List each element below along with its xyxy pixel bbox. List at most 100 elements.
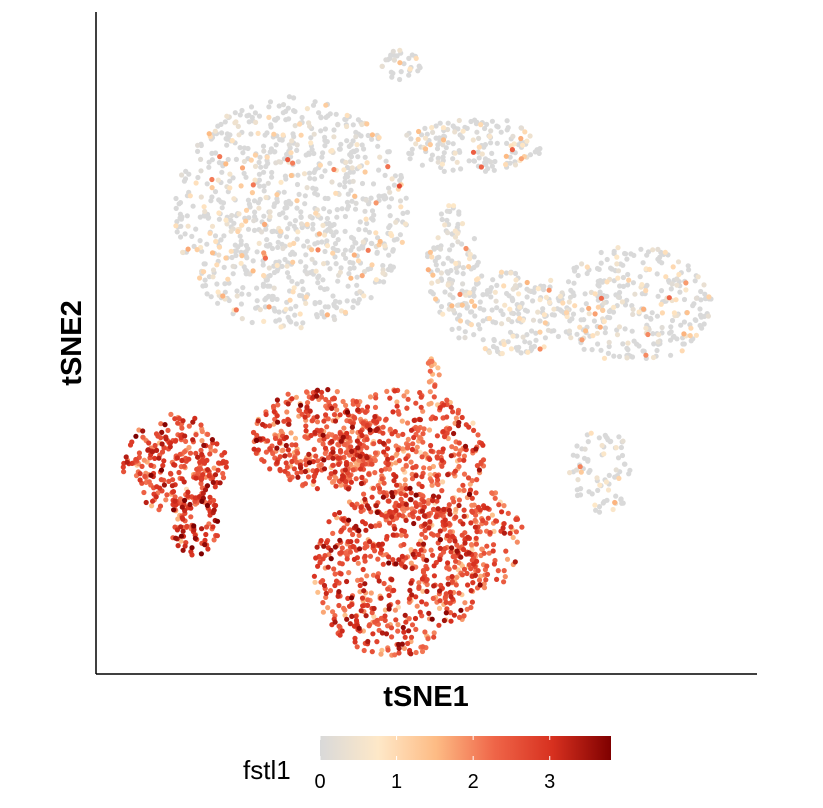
data-point — [385, 164, 391, 170]
data-point — [278, 179, 284, 185]
data-point — [176, 469, 182, 476]
data-point — [285, 157, 291, 163]
data-point — [328, 229, 334, 235]
data-point — [178, 234, 184, 240]
data-point — [460, 521, 466, 527]
data-point — [210, 524, 216, 530]
data-point — [365, 638, 371, 645]
data-point — [390, 532, 396, 538]
data-point — [452, 538, 458, 544]
data-point — [353, 240, 359, 246]
data-point — [418, 404, 424, 410]
data-point — [620, 274, 627, 281]
data-point — [255, 418, 261, 424]
data-point — [283, 234, 290, 240]
data-point — [441, 168, 447, 174]
data-point — [285, 226, 291, 232]
data-point — [173, 195, 179, 202]
data-point — [393, 507, 399, 514]
data-point — [181, 479, 187, 485]
data-point — [467, 256, 473, 262]
data-point — [355, 154, 361, 160]
data-point — [401, 541, 407, 548]
data-point — [237, 233, 243, 239]
data-point — [391, 587, 397, 594]
data-point — [637, 274, 643, 280]
data-point — [632, 291, 638, 297]
data-point — [364, 220, 370, 227]
data-point — [294, 205, 300, 211]
data-point — [331, 396, 337, 402]
data-point — [235, 244, 241, 250]
data-point — [363, 216, 369, 222]
data-point — [266, 293, 272, 299]
data-point — [447, 511, 453, 517]
data-point — [627, 467, 633, 473]
data-point — [409, 476, 416, 482]
data-point — [512, 162, 519, 168]
data-point — [210, 267, 217, 273]
data-point — [472, 303, 478, 309]
data-point — [353, 613, 359, 619]
data-point — [323, 594, 329, 601]
data-point — [174, 455, 180, 461]
data-point — [451, 430, 457, 437]
data-point — [279, 263, 285, 269]
data-point — [334, 214, 340, 220]
data-point — [271, 409, 277, 415]
data-point — [332, 418, 339, 424]
data-point — [256, 113, 263, 119]
data-point — [368, 195, 374, 201]
data-point — [619, 299, 626, 305]
data-point — [488, 140, 494, 146]
data-point — [268, 124, 274, 130]
data-point — [378, 651, 384, 657]
data-point — [517, 304, 523, 310]
data-point — [294, 459, 300, 465]
data-point — [374, 639, 380, 645]
data-point — [397, 177, 403, 183]
data-point — [333, 111, 339, 117]
data-point — [246, 215, 252, 221]
data-point — [427, 472, 433, 478]
data-point — [445, 581, 451, 587]
data-point — [364, 455, 370, 461]
data-point — [428, 400, 434, 406]
data-point — [252, 163, 259, 169]
data-point — [335, 455, 341, 461]
data-point — [219, 169, 225, 175]
data-point — [350, 543, 356, 550]
data-point — [256, 240, 262, 246]
data-point — [375, 235, 381, 241]
data-point — [146, 479, 152, 485]
data-point — [421, 426, 427, 432]
data-point — [461, 566, 468, 572]
data-point — [214, 262, 220, 268]
data-point — [336, 442, 342, 448]
data-point — [443, 522, 449, 528]
data-point — [584, 432, 590, 438]
data-point — [350, 122, 356, 128]
data-point — [395, 622, 401, 628]
data-point — [245, 226, 252, 232]
data-point — [295, 172, 301, 178]
data-point — [592, 311, 598, 317]
data-point — [636, 309, 642, 315]
data-point — [149, 449, 155, 455]
data-point — [331, 221, 337, 228]
data-point — [228, 248, 234, 254]
data-point — [416, 580, 422, 586]
data-point — [249, 319, 255, 326]
data-point — [510, 133, 516, 139]
data-point — [265, 438, 271, 444]
data-point — [616, 434, 622, 440]
data-point — [386, 224, 392, 231]
data-point — [616, 324, 623, 330]
data-point — [343, 479, 349, 485]
data-point — [204, 241, 210, 247]
data-point — [431, 394, 437, 400]
data-point — [616, 475, 622, 481]
data-point — [457, 318, 464, 324]
data-point — [214, 441, 220, 447]
data-point — [620, 438, 626, 444]
